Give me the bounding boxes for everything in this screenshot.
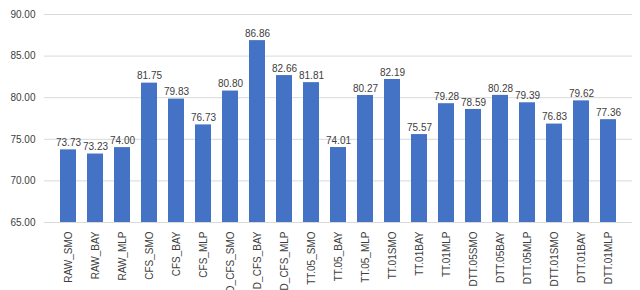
svg-text:85.00: 85.00 <box>10 50 35 61</box>
svg-text:D_CFS_BAY: D_CFS_BAY <box>252 231 263 289</box>
svg-text:DTT.01BAY: DTT.01BAY <box>576 231 587 283</box>
svg-text:79.83: 79.83 <box>164 86 189 97</box>
svg-text:82.66: 82.66 <box>272 63 297 74</box>
svg-text:TT.05_SMO: TT.05_SMO <box>306 231 317 285</box>
svg-text:CFS_BAY: CFS_BAY <box>171 231 182 276</box>
svg-text:RAW_SMO: RAW_SMO <box>63 231 74 283</box>
svg-text:DTT.01SMO: DTT.01SMO <box>549 231 560 286</box>
svg-text:TT.01BAY: TT.01BAY <box>414 231 425 276</box>
svg-text:RAW_BAY: RAW_BAY <box>90 231 101 279</box>
svg-text:CFS_MLP: CFS_MLP <box>198 231 209 277</box>
svg-text:80.80: 80.80 <box>218 78 243 89</box>
svg-text:CFS_SMO: CFS_SMO <box>144 231 155 280</box>
svg-text:DTT.05MLP: DTT.05MLP <box>522 231 533 284</box>
svg-text:80.27: 80.27 <box>353 83 378 94</box>
svg-text:DTT.05SMO: DTT.05SMO <box>468 231 479 286</box>
svg-text:81.75: 81.75 <box>137 70 162 81</box>
svg-text:80.00: 80.00 <box>10 92 35 103</box>
svg-text:76.83: 76.83 <box>542 111 567 122</box>
svg-text:78.59: 78.59 <box>461 97 486 108</box>
svg-text:74.00: 74.00 <box>110 135 135 146</box>
svg-text:77.36: 77.36 <box>596 107 621 118</box>
svg-text:75.57: 75.57 <box>407 122 432 133</box>
svg-text:TT.01MLP: TT.01MLP <box>441 231 452 277</box>
svg-text:74.01: 74.01 <box>326 135 351 146</box>
svg-text:TT.05_MLP: TT.05_MLP <box>360 231 371 282</box>
svg-text:73.23: 73.23 <box>83 141 108 152</box>
svg-text:TT.05_BAY: TT.05_BAY <box>333 231 344 281</box>
svg-text:D_CFS_SMO: D_CFS_SMO <box>225 231 236 290</box>
svg-text:65.00: 65.00 <box>10 217 35 228</box>
svg-text:RAW_MLP: RAW_MLP <box>117 231 128 280</box>
svg-text:DTT.05BAY: DTT.05BAY <box>495 231 506 283</box>
svg-text:79.39: 79.39 <box>515 90 540 101</box>
svg-text:73.73: 73.73 <box>56 137 81 148</box>
svg-text:90.00: 90.00 <box>10 9 35 20</box>
svg-text:86.86: 86.86 <box>245 28 270 39</box>
svg-text:81.81: 81.81 <box>299 70 324 81</box>
svg-text:70.00: 70.00 <box>10 175 35 186</box>
svg-text:76.73: 76.73 <box>191 112 216 123</box>
svg-text:DTT.01MLP: DTT.01MLP <box>603 231 614 284</box>
svg-text:TT.01SMO: TT.01SMO <box>387 231 398 279</box>
svg-text:80.28: 80.28 <box>488 83 513 94</box>
svg-text:79.62: 79.62 <box>569 88 594 99</box>
svg-text:79.28: 79.28 <box>434 91 459 102</box>
svg-text:D_CFS_MLP: D_CFS_MLP <box>279 231 290 290</box>
svg-text:75.00: 75.00 <box>10 134 35 145</box>
svg-text:82.19: 82.19 <box>380 67 405 78</box>
